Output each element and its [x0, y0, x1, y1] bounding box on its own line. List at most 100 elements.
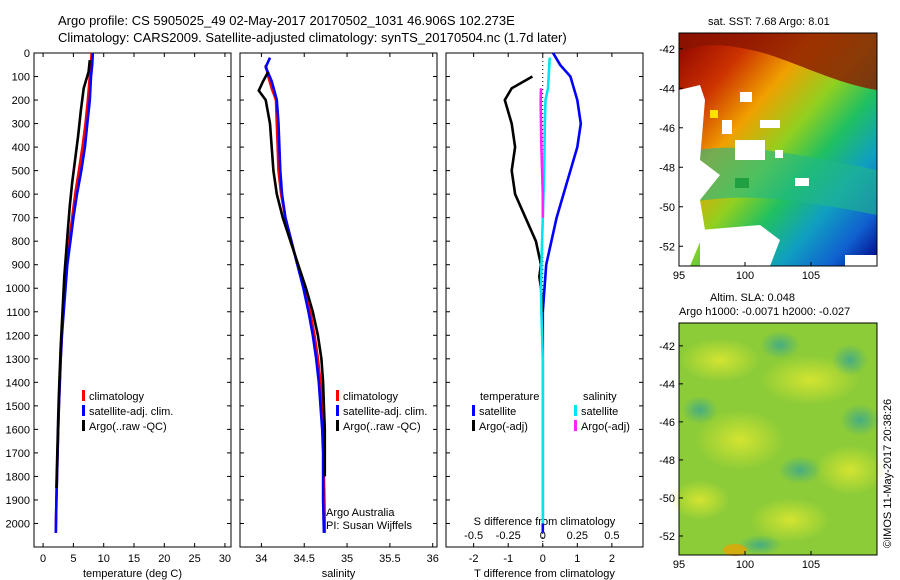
map-y-tick-label: -46 — [659, 123, 675, 135]
y-tick-label: 1400 — [6, 377, 30, 389]
salinity-plot-area — [239, 52, 438, 548]
legend-swatch — [336, 420, 339, 431]
salinity-profile-panel: 34 34.5 35 35.5 36 salinity climatology satelli… — [239, 52, 439, 580]
map-y-tick-label: -50 — [659, 493, 675, 505]
y-tick-label: 1100 — [6, 307, 30, 319]
legend-swatch — [336, 390, 339, 401]
legend-swatch — [336, 405, 339, 416]
x-top-tick-label: 0 — [540, 530, 546, 542]
legend-swatch — [82, 405, 85, 416]
y-tick-label: 800 — [12, 236, 30, 248]
map-y-tick-label: -48 — [659, 162, 675, 174]
sst-map-image — [679, 33, 877, 266]
map-y-tick-label: -52 — [659, 241, 675, 253]
series-line-satellite — [539, 57, 551, 524]
map-y-tick-label: -52 — [659, 531, 675, 543]
legend-swatch — [472, 405, 475, 416]
temperature-plot-area — [33, 52, 232, 548]
y-tick-label: 900 — [12, 260, 30, 272]
y-tick-label: 400 — [12, 142, 30, 154]
sla-map-title-line1: Altim. SLA: 0.048 — [710, 292, 795, 304]
x-tick-label: 25 — [189, 553, 201, 565]
y-tick-label: 100 — [12, 72, 30, 84]
x-tick-label: 2 — [609, 553, 615, 565]
y-tick-label: 0 — [24, 48, 30, 60]
sst-map-title: sat. SST: 7.68 Argo: 8.01 — [708, 16, 830, 28]
legend-label: Argo(..raw -QC) — [343, 421, 421, 433]
y-tick-label: 1800 — [6, 471, 30, 483]
map-x-tick-label: 100 — [736, 270, 754, 282]
y-tick-label: 1900 — [6, 495, 30, 507]
x-top-tick-label: -0.25 — [496, 530, 521, 542]
series-line-argo-adj- — [503, 75, 545, 312]
series-line-argo-adj- — [539, 88, 545, 218]
legend-swatch — [574, 420, 577, 431]
x-tick-label: 0 — [40, 553, 46, 565]
legend-label: Argo(..raw -QC) — [89, 421, 167, 433]
x-top-tick-label: 0.25 — [567, 530, 588, 542]
map-y-tick-label: -48 — [659, 455, 675, 467]
difference-profile-panel: -2 -1 0 1 2 -0.5 -0.25 0 0.25 0.5 S difference fro… — [445, 52, 644, 580]
annotation-line: PI: Susan Wijffels — [326, 520, 412, 532]
x-tick-label: 36 — [427, 553, 439, 565]
y-tick-label: 1600 — [6, 424, 30, 436]
sst-map-panel: sat. SST: 7.68 Argo: 8.01 95 100 105 -42 -44… — [659, 16, 878, 282]
x-tick-label: 1 — [574, 553, 580, 565]
legend-label: satellite-adj. clim. — [343, 406, 427, 418]
y-tick-label: 2000 — [6, 518, 30, 530]
y-tick-label: 1200 — [6, 330, 30, 342]
series-line-argo-raw-qc- — [257, 71, 327, 477]
copyright-timestamp: ©IMOS 11-May-2017 20:38:26 — [882, 399, 894, 548]
legend-header-temperature: temperature — [480, 391, 539, 403]
x-top-tick-label: 0.5 — [604, 530, 619, 542]
legend-swatch — [82, 390, 85, 401]
y-tick-label: 500 — [12, 166, 30, 178]
x-tick-label: 35.5 — [379, 553, 400, 565]
y-tick-label: 1000 — [6, 283, 30, 295]
y-tick-label: 700 — [12, 213, 30, 225]
x-axis-label: salinity — [322, 568, 356, 580]
series-line-satellite-adj-clim- — [264, 57, 326, 533]
legend-swatch — [82, 420, 85, 431]
x-tick-label: 35 — [341, 553, 353, 565]
map-y-tick-label: -42 — [659, 44, 675, 56]
x-tick-label: -2 — [469, 553, 479, 565]
legend-label: Argo(-adj) — [581, 421, 630, 433]
x-top-axis-label: S difference from climatology — [474, 516, 616, 528]
legend-label: climatology — [89, 391, 145, 403]
x-tick-label: 20 — [158, 553, 170, 565]
temperature-profile-panel: 0100200300400500600700800900100011001200… — [6, 48, 232, 580]
sla-map-panel: Altim. SLA: 0.048 Argo h1000: -0.0071 h2… — [659, 292, 885, 571]
map-y-tick-label: -44 — [659, 379, 675, 391]
map-y-tick-label: -46 — [659, 417, 675, 429]
legend-header-salinity: salinity — [583, 391, 617, 403]
map-y-tick-label: -50 — [659, 202, 675, 214]
x-axis-label: T difference from climatology — [474, 568, 615, 580]
legend-label: climatology — [343, 391, 399, 403]
map-y-tick-label: -44 — [659, 83, 675, 95]
y-tick-label: 1500 — [6, 401, 30, 413]
map-x-tick-label: 95 — [673, 270, 685, 282]
x-tick-label: 5 — [70, 553, 76, 565]
figure-title-line1: Argo profile: CS 5905025_49 02-May-2017 … — [58, 13, 515, 28]
map-y-tick-label: -42 — [659, 341, 675, 353]
series-line-argo-raw-qc- — [55, 59, 92, 489]
x-tick-label: 34.5 — [294, 553, 315, 565]
legend-label: Argo(-adj) — [479, 421, 528, 433]
map-x-tick-label: 95 — [673, 559, 685, 571]
sla-map-title-line2: Argo h1000: -0.0071 h2000: -0.027 — [679, 306, 850, 318]
x-tick-label: -1 — [503, 553, 513, 565]
y-tick-label: 300 — [12, 119, 30, 131]
sla-map-image — [670, 323, 885, 556]
figure-title-line2: Climatology: CARS2009. Satellite-adjuste… — [58, 30, 567, 45]
map-x-tick-label: 105 — [802, 270, 820, 282]
map-x-tick-label: 100 — [736, 559, 754, 571]
legend-label: satellite-adj. clim. — [89, 406, 173, 418]
legend-swatch — [472, 420, 475, 431]
legend-label: satellite — [479, 406, 516, 418]
y-tick-label: 1300 — [6, 354, 30, 366]
x-tick-label: 10 — [98, 553, 110, 565]
annotation-line: Argo Australia — [326, 507, 395, 519]
legend-label: satellite — [581, 406, 618, 418]
x-axis-label: temperature (deg C) — [83, 568, 182, 580]
